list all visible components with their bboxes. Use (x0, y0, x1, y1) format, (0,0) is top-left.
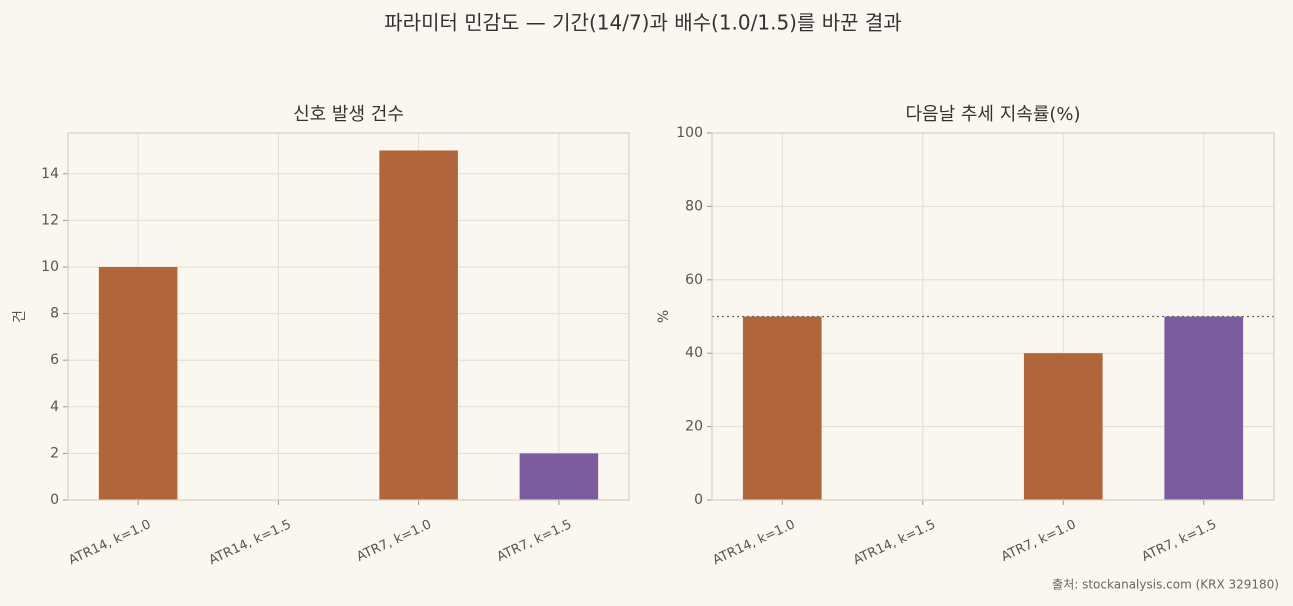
subplot-title: 다음날 추세 지속률(%) (905, 104, 1080, 125)
y-axis-label: % (656, 310, 672, 323)
y-tick-label: 0 (694, 492, 703, 508)
plot-frame (711, 132, 1275, 501)
bar (98, 266, 178, 500)
bar (742, 316, 822, 500)
y-tick-label: 8 (50, 306, 59, 322)
plot-frame (67, 132, 630, 501)
bar (1164, 316, 1244, 500)
y-tick-label: 14 (41, 166, 59, 182)
figure-title: 파라미터 민감도 — 기간(14/7)과 배수(1.0/1.5)를 바꾼 결과 (384, 11, 901, 35)
y-tick-label: 100 (676, 125, 703, 141)
bar (379, 150, 458, 500)
y-tick-label: 40 (685, 345, 703, 361)
bar (1023, 353, 1103, 500)
source-note: 출처: stockanalysis.com (KRX 329180) (1052, 578, 1279, 592)
y-tick-label: 12 (41, 212, 59, 228)
bar (519, 453, 599, 500)
y-tick-label: 2 (50, 445, 59, 461)
y-tick-label: 20 (685, 419, 703, 435)
y-tick-label: 4 (50, 399, 59, 415)
y-tick-label: 80 (685, 198, 703, 214)
y-tick-label: 6 (50, 352, 59, 368)
y-axis-label: 건 (12, 310, 28, 323)
subplot-title: 신호 발생 건수 (293, 104, 404, 125)
y-tick-label: 60 (685, 272, 703, 288)
y-tick-label: 0 (50, 492, 59, 508)
y-tick-label: 10 (41, 259, 59, 275)
